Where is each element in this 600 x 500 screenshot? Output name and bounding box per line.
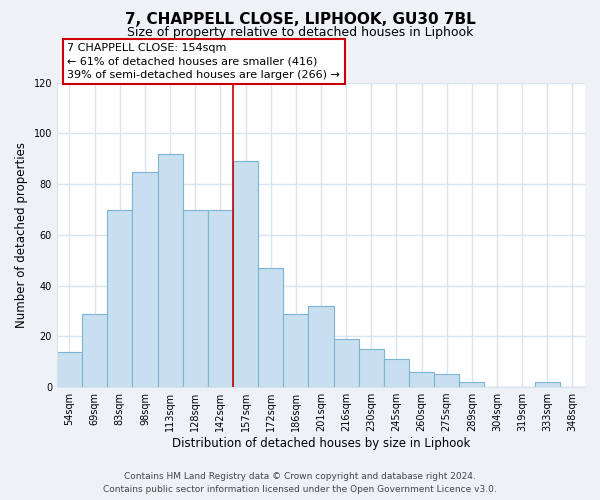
Bar <box>82 314 107 387</box>
Bar <box>208 210 233 387</box>
Bar <box>308 306 334 387</box>
Text: 7, CHAPPELL CLOSE, LIPHOOK, GU30 7BL: 7, CHAPPELL CLOSE, LIPHOOK, GU30 7BL <box>125 12 475 28</box>
Bar <box>535 382 560 387</box>
Text: 7 CHAPPELL CLOSE: 154sqm
← 61% of detached houses are smaller (416)
39% of semi-: 7 CHAPPELL CLOSE: 154sqm ← 61% of detach… <box>67 44 340 80</box>
Bar <box>133 172 158 387</box>
Bar <box>57 352 82 387</box>
Y-axis label: Number of detached properties: Number of detached properties <box>15 142 28 328</box>
Bar <box>409 372 434 387</box>
Bar <box>283 314 308 387</box>
Bar <box>384 359 409 387</box>
Bar <box>233 162 258 387</box>
Bar <box>107 210 133 387</box>
Text: Size of property relative to detached houses in Liphook: Size of property relative to detached ho… <box>127 26 473 39</box>
Text: Contains HM Land Registry data © Crown copyright and database right 2024.
Contai: Contains HM Land Registry data © Crown c… <box>103 472 497 494</box>
Bar <box>158 154 182 387</box>
Bar <box>359 349 384 387</box>
Bar <box>182 210 208 387</box>
Bar <box>459 382 484 387</box>
Bar <box>434 374 459 387</box>
Bar <box>258 268 283 387</box>
X-axis label: Distribution of detached houses by size in Liphook: Distribution of detached houses by size … <box>172 437 470 450</box>
Bar <box>334 339 359 387</box>
